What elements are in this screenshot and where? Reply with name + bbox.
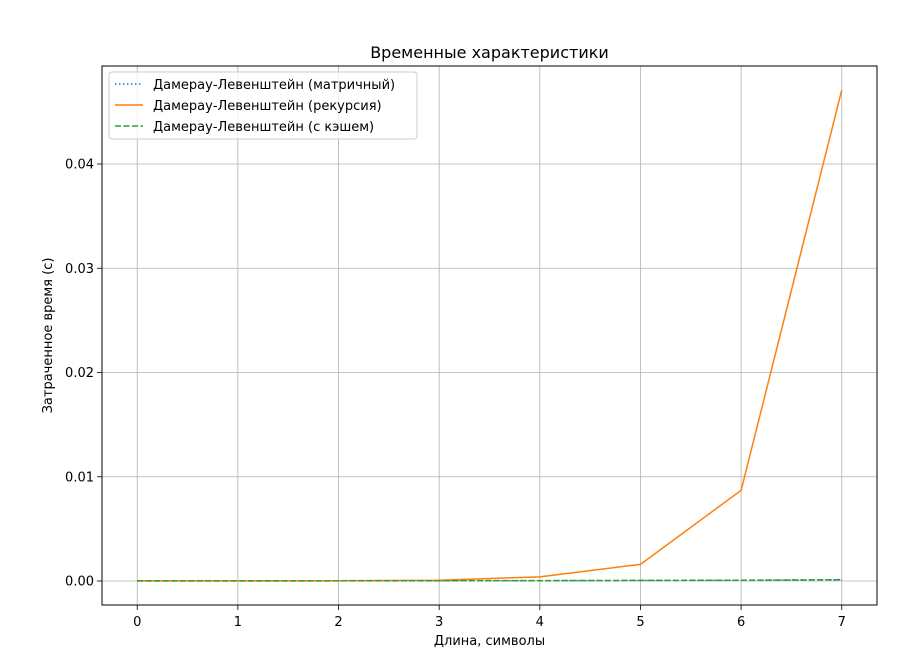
x-tick-label: 0 — [133, 615, 141, 630]
x-tick-label: 5 — [636, 615, 644, 630]
y-tick-label: 0.00 — [65, 575, 94, 590]
legend-label-matrix: Дамерау-Левенштейн (матричный) — [153, 78, 395, 93]
x-axis-label: Длина, символы — [434, 634, 545, 649]
y-tick-label: 0.04 — [65, 158, 94, 173]
ticks-layer: 0 1 2 3 4 5 6 7 0.00 0.01 0.02 0.03 0.04 — [65, 158, 846, 631]
legend-label-cached: Дамерау-Левенштейн (с кэшем) — [153, 120, 374, 135]
series-line-cached — [137, 578, 842, 582]
legend-box — [108, 71, 418, 140]
legend: Дамерау-Левенштейн (матричный) Дамерау-Л… — [108, 71, 418, 140]
y-tick-label: 0.01 — [65, 470, 94, 485]
x-tick-label: 6 — [737, 615, 745, 630]
y-tick-label: 0.03 — [65, 262, 94, 277]
y-axis-label: Затраченное время (с) — [41, 258, 56, 414]
y-tick-label: 0.02 — [65, 366, 94, 381]
x-tick-label: 4 — [536, 615, 544, 630]
chart-title: Временные характеристики — [370, 43, 609, 62]
legend-label-recursive: Дамерау-Левенштейн (рекурсия) — [153, 99, 382, 114]
series-line-recursive — [137, 89, 843, 582]
x-tick-label: 2 — [334, 615, 342, 630]
series-layer — [137, 89, 843, 582]
x-tick-label: 3 — [435, 615, 443, 630]
x-tick-label: 7 — [838, 615, 846, 630]
plot-frame — [101, 65, 878, 606]
plot-area — [102, 66, 877, 605]
x-tick-label: 1 — [234, 615, 242, 630]
